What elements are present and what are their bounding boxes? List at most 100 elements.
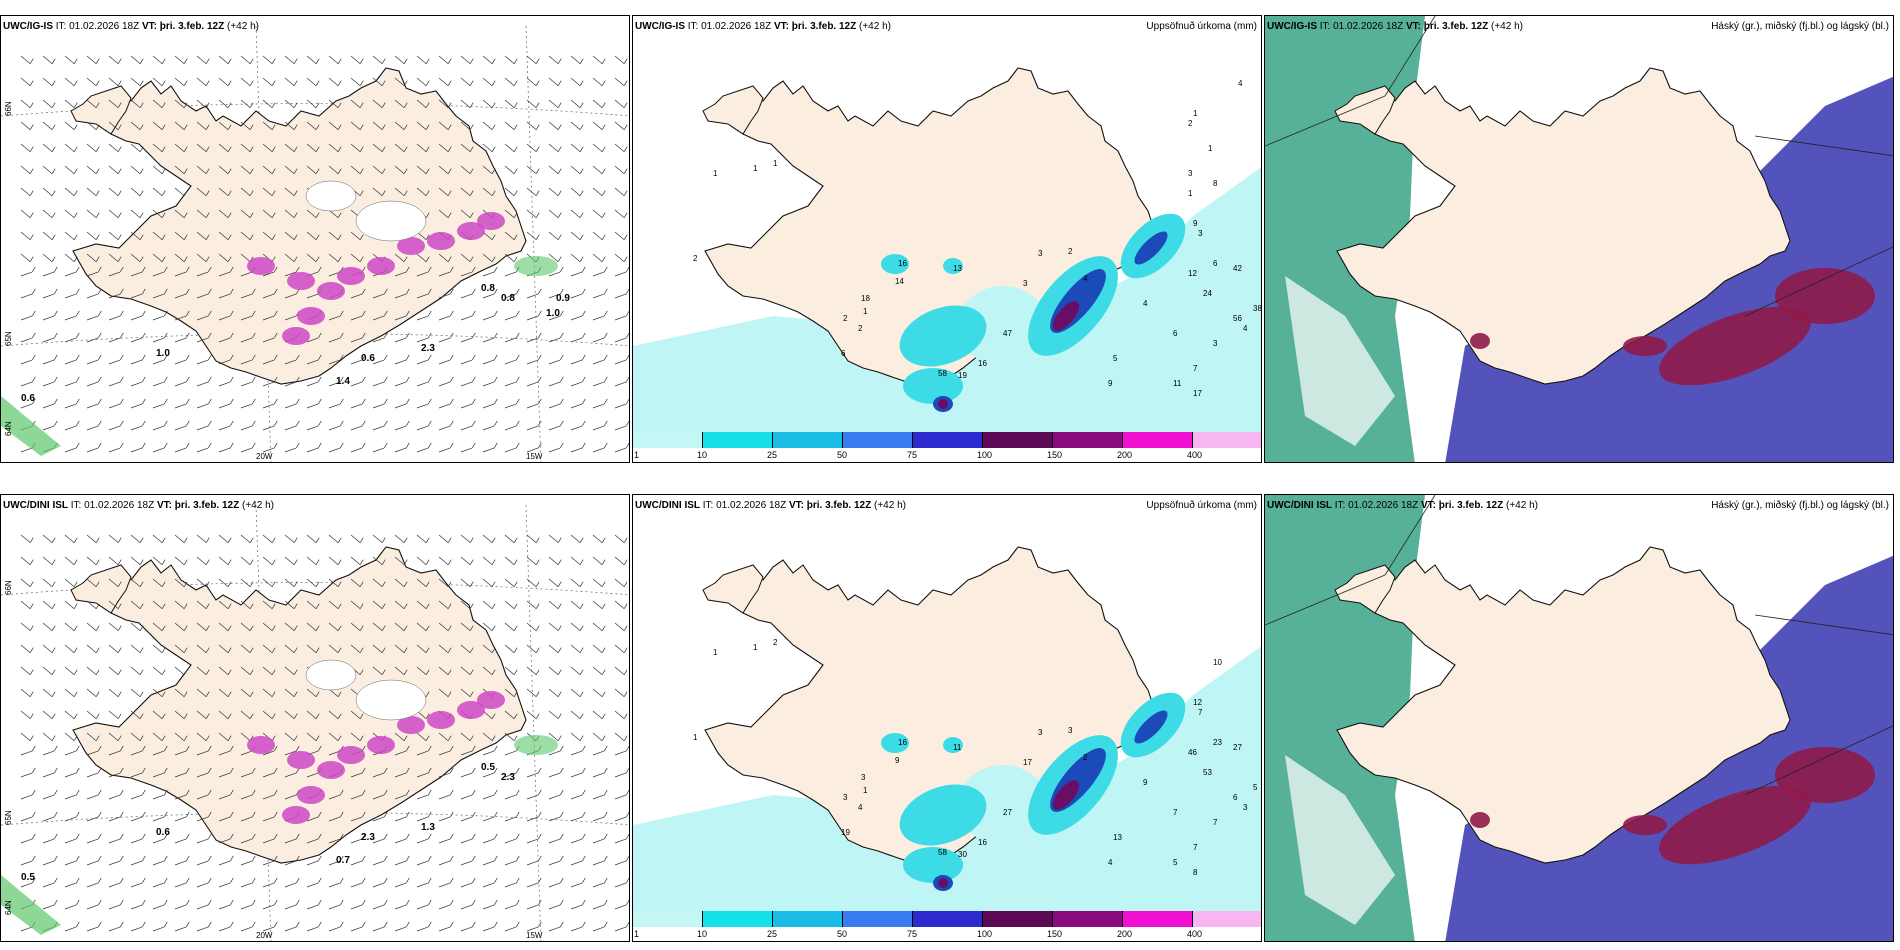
wind-barb-flag — [73, 212, 78, 218]
wind-barb — [614, 271, 627, 277]
wind-barb-flag — [559, 877, 564, 884]
wind-barb — [372, 794, 385, 800]
wind-barb — [42, 187, 53, 196]
wind-barb — [372, 337, 385, 343]
wind-barb — [86, 293, 99, 299]
wind-barb-flag — [271, 124, 276, 130]
wind-barb-flag — [227, 581, 232, 587]
wind-barb — [394, 644, 405, 653]
wind-barb — [108, 772, 121, 778]
wind-barb — [438, 55, 449, 64]
wind-barb — [86, 425, 99, 431]
wind-barb-flag — [249, 58, 254, 64]
wind-barb-flag — [535, 190, 540, 196]
wind-barb — [460, 253, 471, 262]
wind-barb-flag — [117, 234, 122, 240]
wind-barb-flag — [427, 767, 432, 774]
wind-barb — [570, 315, 583, 321]
precip-value: 23 — [1213, 738, 1222, 747]
wind-barb — [570, 403, 583, 409]
wind-barb-flag — [293, 735, 298, 741]
wind-barb — [42, 231, 53, 240]
wind-barb-flag — [73, 669, 78, 675]
wind-barb-flag — [513, 256, 518, 262]
wind-barb-flag — [229, 288, 234, 295]
wind-barb-flag — [535, 146, 540, 152]
wind-barb — [394, 143, 405, 152]
wind-barb-flag — [383, 420, 388, 427]
wind-barb — [438, 622, 449, 631]
wind-barb — [130, 425, 143, 431]
wind-barb — [42, 710, 53, 719]
wind-barb — [174, 77, 185, 86]
wind-barb-flag — [75, 767, 80, 774]
wind-barb-flag — [515, 332, 520, 339]
precip-value: 1 — [773, 159, 778, 168]
wind-barb-flag — [427, 376, 432, 383]
wind-barb — [108, 926, 121, 932]
wind-barb — [592, 644, 603, 653]
wind-barb — [548, 644, 559, 653]
snow-cover — [305, 180, 357, 212]
wind-barb — [20, 794, 33, 800]
wind-barb — [42, 772, 55, 778]
wind-barb — [372, 534, 383, 543]
wind-barb-flag — [227, 168, 232, 174]
wind-barb-flag — [163, 811, 168, 818]
wind-barb — [482, 578, 493, 587]
wind-barb-flag — [185, 833, 190, 840]
wind-barb — [460, 143, 471, 152]
wind-barb-flag — [293, 669, 298, 675]
wind-barb — [174, 121, 185, 130]
wind-barb — [328, 143, 339, 152]
wind-barb-flag — [29, 102, 34, 108]
wind-barb-flag — [95, 625, 100, 631]
wind-barb — [570, 710, 581, 719]
snow-area — [427, 232, 455, 250]
precip-value: 3 — [1188, 169, 1193, 178]
wind-barb — [86, 447, 99, 453]
wind-barb-flag — [557, 212, 562, 218]
wind-barb-flag — [139, 256, 144, 262]
wind-barb-flag — [601, 124, 606, 130]
boundary-line — [1744, 725, 1893, 796]
wind-barb-flag — [425, 537, 430, 543]
wind-barb-flag — [119, 745, 124, 752]
wind-barb — [42, 904, 55, 910]
wind-barb-flag — [623, 168, 628, 174]
boundary-line — [1754, 135, 1893, 157]
wind-barb — [570, 337, 583, 343]
wind-barb-flag — [491, 581, 496, 587]
wind-barb — [262, 534, 273, 543]
wind-barb — [130, 77, 141, 86]
wind-barb-flag — [163, 855, 168, 862]
wind-barb — [196, 838, 209, 844]
wind-barb — [328, 710, 339, 719]
wind-barb-flag — [227, 124, 232, 130]
wind-barb-flag — [295, 266, 300, 273]
wind-barb-flag — [293, 559, 298, 565]
wind-barb — [328, 55, 339, 64]
wind-barb — [284, 231, 295, 240]
wind-barb-flag — [513, 102, 518, 108]
wind-barb — [350, 794, 363, 800]
wind-barb-flag — [271, 212, 276, 218]
wind-barb — [240, 710, 251, 719]
wind-barb — [526, 644, 537, 653]
wind-barb — [152, 622, 163, 631]
wind-barb — [42, 381, 55, 387]
wind-barb-flag — [361, 288, 366, 295]
wind-barb-flag — [53, 332, 58, 339]
wind-barb — [130, 816, 143, 822]
wind-barb-flag — [185, 442, 190, 449]
wind-barb — [592, 688, 603, 697]
wind-barb-flag — [273, 745, 278, 752]
precip-value: 2 — [1188, 119, 1193, 128]
wind-barb — [108, 750, 121, 756]
wind-barb — [592, 794, 605, 800]
wind-barb-flag — [73, 537, 78, 543]
wind-barb — [42, 622, 53, 631]
precip-value: 3 — [861, 773, 866, 782]
wind-barb — [240, 231, 251, 240]
